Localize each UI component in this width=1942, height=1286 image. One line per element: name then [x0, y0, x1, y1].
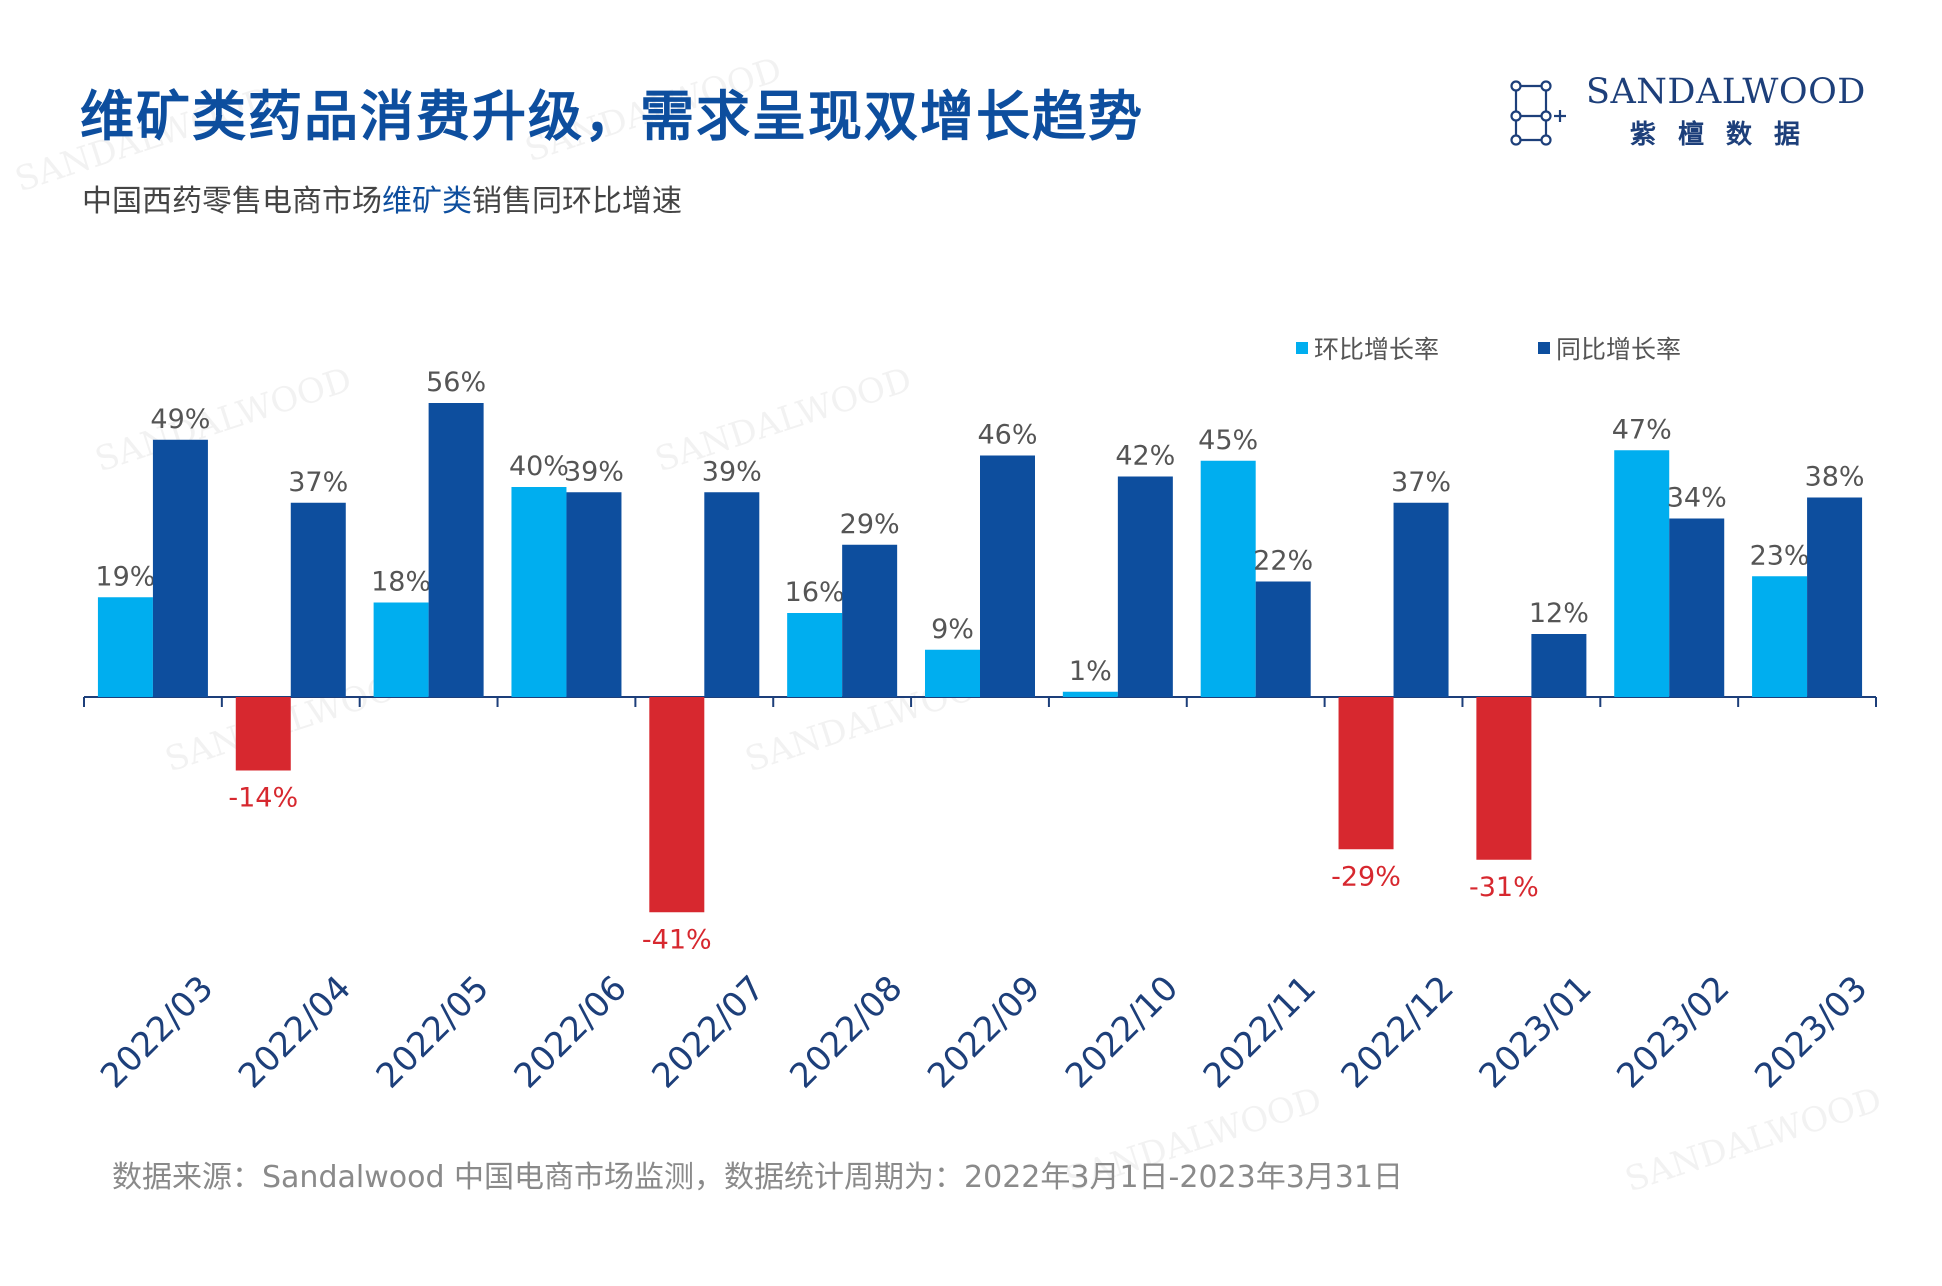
- bar-yoy: [842, 544, 898, 697]
- data-label: 49%: [150, 404, 210, 435]
- bar-yoy: [290, 502, 346, 697]
- data-label: 37%: [1391, 467, 1451, 498]
- data-label: 16%: [785, 577, 845, 608]
- data-label: 42%: [1115, 441, 1175, 472]
- x-tick-label: 2022/10: [1058, 968, 1186, 1096]
- data-label: -14%: [228, 783, 298, 814]
- bar-mom: [1476, 697, 1532, 860]
- data-label: 23%: [1750, 540, 1810, 571]
- data-label: 29%: [840, 509, 900, 540]
- legend-label-mom: 环比增长率: [1314, 335, 1440, 364]
- molecule-logo-icon: [1510, 80, 1566, 146]
- x-tick-label: 2023/02: [1609, 968, 1737, 1096]
- x-tick-label: 2022/05: [369, 968, 497, 1096]
- x-tick-label: 2022/08: [782, 968, 910, 1096]
- bar-yoy: [704, 492, 760, 697]
- bar-mom: [373, 602, 429, 697]
- data-label: 56%: [426, 367, 486, 398]
- data-label: 18%: [371, 567, 431, 598]
- bar-yoy: [152, 439, 208, 697]
- x-tick-label: 2022/03: [93, 968, 221, 1096]
- x-tick-label: 2022/06: [507, 968, 635, 1096]
- x-tick-label: 2022/09: [920, 968, 1048, 1096]
- legend-item-mom: 环比增长率: [1296, 330, 1439, 366]
- x-tick-label: 2022/07: [644, 968, 772, 1096]
- bar-yoy: [428, 403, 484, 697]
- brand-name-cn: 紫檀数据: [1630, 120, 1823, 150]
- bar-yoy: [1669, 518, 1725, 697]
- data-label: 34%: [1667, 483, 1727, 514]
- brand-name-en: SANDALWOOD: [1586, 72, 1866, 112]
- data-label: 19%: [95, 561, 155, 592]
- data-source-note: 数据来源：Sandalwood 中国电商市场监测，数据统计周期为：2022年3月…: [112, 1160, 1403, 1195]
- chart-subtitle: 中国西药零售电商市场维矿类销售同环比增速: [82, 176, 682, 220]
- legend-item-yoy: 同比增长率: [1538, 330, 1681, 366]
- bar-mom: [97, 597, 153, 697]
- bar-yoy: [1255, 581, 1311, 697]
- data-label: 47%: [1612, 414, 1672, 445]
- data-label: 9%: [931, 614, 974, 645]
- bar-yoy: [1531, 634, 1587, 697]
- bar-yoy: [566, 492, 622, 697]
- x-tick-label: 2022/12: [1334, 968, 1462, 1096]
- bar-yoy: [1393, 502, 1449, 697]
- bar-mom: [511, 487, 567, 697]
- data-label: -41%: [642, 924, 712, 955]
- x-tick-label: 2023/01: [1472, 968, 1600, 1096]
- legend-swatch-mom: [1296, 342, 1308, 354]
- bar-mom: [925, 649, 980, 697]
- bar-mom: [787, 613, 843, 697]
- subtitle-suffix: 销售同环比增速: [472, 184, 682, 219]
- x-tick-label: 2022/11: [1196, 968, 1324, 1096]
- data-label: 38%: [1805, 462, 1865, 493]
- subtitle-prefix: 中国西药零售电商市场: [82, 184, 382, 219]
- data-label: -31%: [1469, 872, 1539, 903]
- data-label: 39%: [564, 456, 624, 487]
- data-label: 1%: [1069, 656, 1112, 687]
- legend-swatch-yoy: [1538, 342, 1550, 354]
- legend-label-yoy: 同比增长率: [1556, 335, 1682, 364]
- bar-mom: [1752, 576, 1808, 697]
- bar-yoy: [1117, 476, 1173, 697]
- brand-logo: SANDALWOOD 紫檀数据: [1508, 70, 1888, 150]
- bar-mom: [235, 697, 291, 771]
- bar-chart: 19% 49% 2022/03 -14% 37% 2022/04 18% 56% 2022/05…: [83, 367, 1877, 1096]
- bar-mom: [1614, 450, 1670, 697]
- x-tick-label: 2023/03: [1747, 968, 1875, 1096]
- data-label: 40%: [509, 451, 569, 482]
- bar-mom: [1338, 697, 1394, 850]
- data-label: 45%: [1198, 425, 1258, 456]
- data-label: 39%: [702, 456, 762, 487]
- data-label: 46%: [977, 420, 1037, 451]
- page-title: 维矿类药品消费升级，需求呈现双增长趋势: [80, 85, 1144, 148]
- data-label: 22%: [1253, 546, 1313, 577]
- bar-yoy: [1807, 497, 1863, 697]
- bar-yoy: [980, 455, 1035, 697]
- data-label: 37%: [288, 467, 348, 498]
- bar-mom: [1200, 460, 1256, 697]
- subtitle-highlight: 维矿类: [382, 184, 472, 219]
- bar-mom: [1062, 691, 1118, 697]
- bar-mom: [649, 697, 705, 913]
- data-label: 12%: [1529, 598, 1589, 629]
- x-tick-label: 2022/04: [231, 968, 359, 1096]
- data-label: -29%: [1331, 861, 1401, 892]
